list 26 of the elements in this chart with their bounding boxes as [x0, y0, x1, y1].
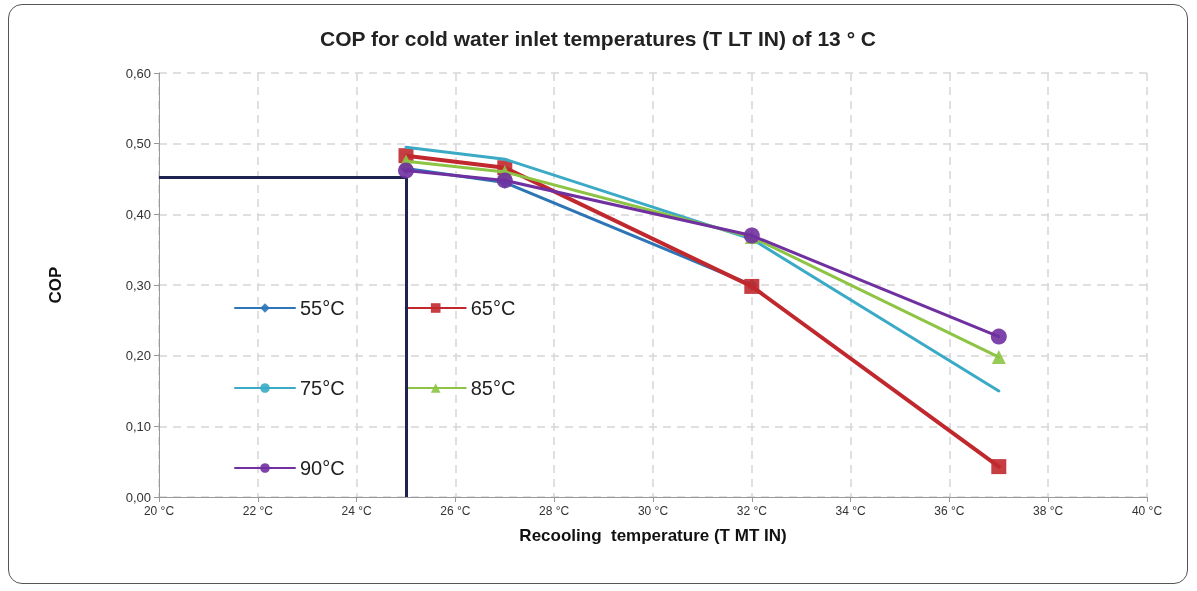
chart-title: COP for cold water inlet temperatures (T LT IN) of 13 ° C	[319, 27, 877, 50]
x-tick-label: 28 °C	[539, 504, 570, 518]
y-axis-title: COP	[46, 266, 65, 304]
x-tick-label: 34 °C	[835, 504, 866, 518]
x-tick-label: 38 °C	[1033, 504, 1064, 518]
y-tick-label: 0,60	[125, 65, 151, 81]
x-tick-label: 24 °C	[341, 504, 372, 518]
x-tick-label: 36 °C	[934, 504, 965, 518]
x-tick-label: 20 °C	[143, 504, 175, 518]
x-tick-label: 40 °C	[1131, 504, 1163, 518]
y-tick-label: 0,10	[125, 418, 151, 434]
x-axis-title: Recooling temperature (T MT IN)	[519, 526, 787, 545]
y-tick-label: 0,30	[125, 277, 151, 293]
legend-label: 55°C	[300, 297, 345, 319]
x-tick-label: 26 °C	[440, 504, 471, 518]
y-tick-label: 0,40	[125, 206, 151, 222]
y-tick-label: 0,00	[125, 489, 151, 505]
legend-label: 75°C	[300, 377, 345, 399]
legend-label: 90°C	[300, 457, 345, 479]
y-tick-label: 0,50	[125, 136, 151, 152]
legend-label: 85°C	[470, 377, 516, 399]
x-tick-label: 30 °C	[637, 504, 669, 518]
legend-label: 65°C	[470, 297, 516, 319]
y-tick-label: 0,20	[125, 348, 151, 364]
x-tick-label: 32 °C	[736, 504, 768, 518]
x-tick-label: 22 °C	[242, 504, 274, 518]
